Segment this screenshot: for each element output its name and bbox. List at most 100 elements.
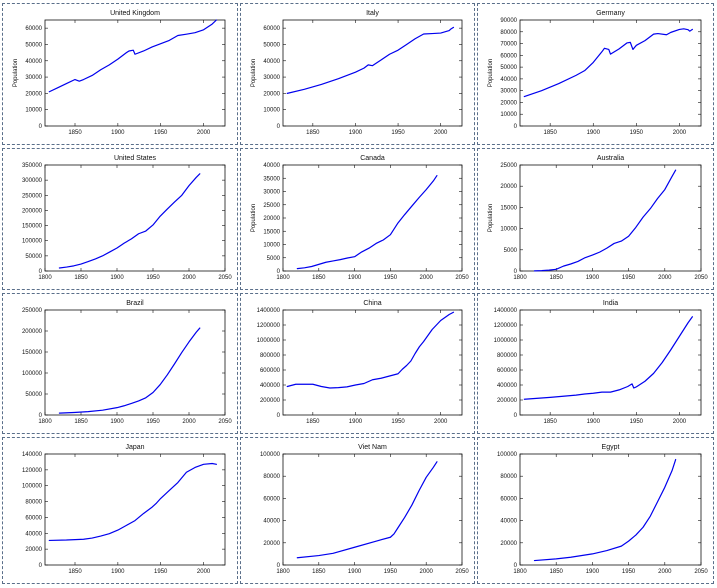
y-tick-label: 60000 <box>263 26 280 32</box>
x-tick-label: 2000 <box>420 569 434 575</box>
y-tick-label: 150000 <box>22 224 43 230</box>
y-tick-label: 5000 <box>267 256 281 262</box>
chart-title: Japan <box>125 444 144 451</box>
x-tick-label: 1900 <box>586 569 600 575</box>
chart-panel: Egypt 1800 1850 1900 1950 2000 2050 0 20000 40000… <box>477 437 714 584</box>
x-tick-label: 1800 <box>276 569 290 575</box>
y-tick-label: 70000 <box>500 42 517 48</box>
x-tick-label: 1850 <box>543 130 557 136</box>
y-tick-label: 15000 <box>500 205 517 211</box>
x-tick-label: 1900 <box>349 419 363 425</box>
y-tick-label: 0 <box>277 413 281 419</box>
chart-panel: Italy 1850 1900 1950 2000 0 10000 20000 30000 400… <box>240 3 475 145</box>
y-tick-label: 80000 <box>25 500 42 506</box>
x-tick-label: 2000 <box>182 275 196 281</box>
population-line <box>48 19 218 93</box>
y-tick-label: 0 <box>277 563 281 569</box>
y-tick-label: 0 <box>277 124 281 130</box>
y-tick-label: 150000 <box>22 350 43 356</box>
y-tick-label: 30000 <box>500 89 517 95</box>
y-tick-label: 50000 <box>25 42 42 48</box>
y-tick-label: 10000 <box>500 227 517 233</box>
y-tick-label: 60000 <box>25 515 42 521</box>
y-tick-label: 50000 <box>263 42 280 48</box>
x-tick-label: 2000 <box>658 275 672 281</box>
chart-title: India <box>603 300 618 307</box>
y-tick-label: 600000 <box>497 368 518 374</box>
population-line <box>58 173 201 269</box>
x-tick-label: 1950 <box>154 130 168 136</box>
axes-frame <box>282 19 463 127</box>
x-tick-label: 2050 <box>218 275 232 281</box>
population-line <box>533 169 677 272</box>
axes-frame <box>44 164 226 272</box>
y-tick-label: 800000 <box>497 353 518 359</box>
y-tick-label: 140000 <box>22 452 43 458</box>
y-tick-label: 0 <box>514 413 518 419</box>
y-tick-label: 30000 <box>263 190 280 196</box>
y-tick-label: 90000 <box>500 18 517 24</box>
x-tick-label: 1950 <box>154 569 168 575</box>
y-tick-label: 250000 <box>22 193 43 199</box>
x-tick-label: 2050 <box>694 569 708 575</box>
y-tick-label: 40000 <box>25 59 42 65</box>
x-tick-label: 1800 <box>38 419 52 425</box>
y-tick-label: 20000 <box>500 541 517 547</box>
y-tick-label: 100000 <box>260 452 281 458</box>
y-tick-label: 100000 <box>22 239 43 245</box>
y-tick-label: 60000 <box>500 53 517 59</box>
y-tick-label: 100000 <box>22 371 43 377</box>
population-line <box>296 175 438 270</box>
y-tick-label: 40000 <box>25 531 42 537</box>
axes-frame <box>282 453 463 566</box>
axes-frame <box>519 19 702 127</box>
population-line <box>286 26 455 94</box>
chart-svg: China 1850 1900 1950 2000 0 200000 400000 600000… <box>257 300 463 425</box>
y-tick-label: 600000 <box>260 368 281 374</box>
y-tick-label: 30000 <box>25 75 42 81</box>
y-tick-label: 200000 <box>260 398 281 404</box>
y-tick-label: 300000 <box>22 178 43 184</box>
y-tick-label: 0 <box>39 124 43 130</box>
x-tick-label: 2050 <box>694 275 708 281</box>
chart-panel: Australia 1800 1850 1900 1950 2000 2050 0 5000 10… <box>477 148 714 290</box>
y-tick-label: 80000 <box>500 474 517 480</box>
y-tick-label: 25000 <box>263 203 280 209</box>
population-line <box>523 28 693 98</box>
y-tick-label: 40000 <box>263 59 280 65</box>
y-axis-label: Population <box>488 59 494 87</box>
chart-title: Italy <box>366 10 379 17</box>
y-tick-label: 80000 <box>263 474 280 480</box>
y-tick-label: 200000 <box>22 329 43 335</box>
x-tick-label: 2000 <box>434 419 448 425</box>
chart-panel: China 1850 1900 1950 2000 0 200000 400000 600000… <box>240 293 475 434</box>
y-tick-label: 25000 <box>500 163 517 169</box>
chart-panel: Germany 1850 1900 1950 2000 0 10000 20000 30000 4… <box>477 3 714 145</box>
x-tick-label: 1900 <box>348 569 362 575</box>
population-line <box>286 311 455 389</box>
y-tick-label: 20000 <box>263 541 280 547</box>
axes-frame <box>519 309 702 416</box>
y-tick-label: 40000 <box>263 519 280 525</box>
chart-svg: Brazil 1800 1850 1900 1950 2000 2050 0 50000 1000… <box>22 300 232 425</box>
x-tick-label: 2000 <box>658 569 672 575</box>
x-tick-label: 1850 <box>74 419 88 425</box>
y-tick-label: 50000 <box>25 392 42 398</box>
x-tick-label: 1900 <box>110 275 124 281</box>
y-tick-label: 5000 <box>504 248 518 254</box>
x-tick-label: 1850 <box>306 130 320 136</box>
x-tick-label: 1850 <box>550 275 564 281</box>
y-tick-label: 1000000 <box>494 338 518 344</box>
y-tick-label: 800000 <box>260 353 281 359</box>
population-line <box>296 461 438 559</box>
y-tick-label: 60000 <box>500 496 517 502</box>
y-tick-label: 120000 <box>22 468 43 474</box>
y-tick-label: 10000 <box>263 243 280 249</box>
y-tick-label: 60000 <box>25 26 42 32</box>
chart-title: Egypt <box>602 444 620 451</box>
axes-frame <box>44 19 226 127</box>
x-tick-label: 1900 <box>111 569 125 575</box>
chart-svg: United States 1800 1850 1900 1950 2000 2050 0 50… <box>22 155 232 281</box>
x-tick-label: 2000 <box>434 130 448 136</box>
